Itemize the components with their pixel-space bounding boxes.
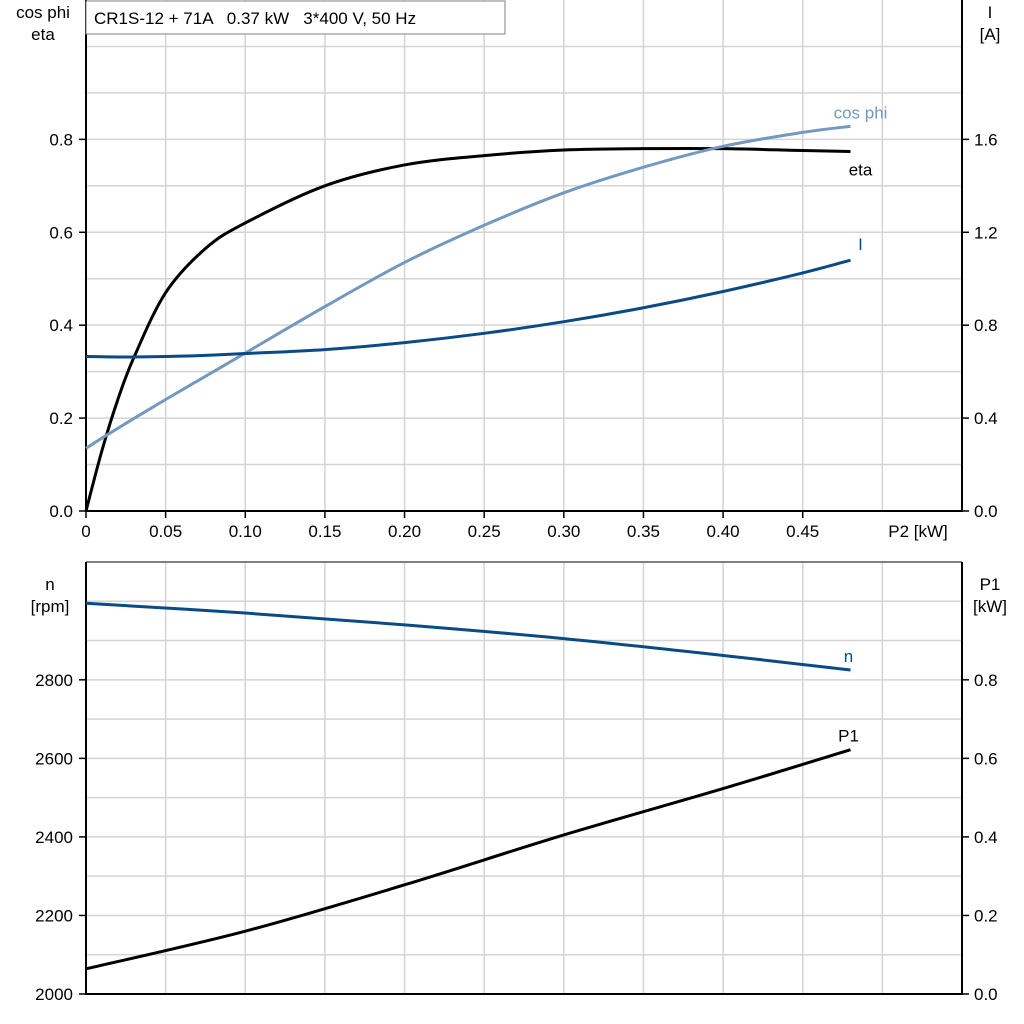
y-left-tick-label: 2000 (35, 985, 73, 1004)
y-left-axis-label: [rpm] (31, 597, 70, 616)
y-right-tick-label: 0.8 (974, 316, 998, 335)
y-right-axis-label: [A] (980, 25, 1001, 44)
series-label-cos-phi: cos phi (834, 103, 888, 122)
x-tick-label: 0.20 (388, 522, 421, 541)
y-right-tick-label: 0.2 (974, 906, 998, 925)
y-left-tick-label: 0.8 (49, 130, 73, 149)
y-left-axis-label: n (45, 575, 54, 594)
panel-1: 0.0 0.2 0.4 0.6 0.8 0.0 0.4 0.8 1.2 1.6 0 0.05 0.10 0… (16, 0, 1000, 541)
x-tick-label: 0.10 (229, 522, 262, 541)
series-line-n (85, 601, 851, 672)
y-left-tick-label: 0.0 (49, 502, 73, 521)
y-right-tick-label: 0.4 (974, 828, 998, 847)
y-left-axis-label: eta (31, 25, 55, 44)
x-tick-label: 0.35 (627, 522, 660, 541)
y-right-tick-label: 0.8 (974, 671, 998, 690)
y-right-tick-label: 1.2 (974, 223, 998, 242)
x-tick-label: 0.45 (786, 522, 819, 541)
chart-title: CR1S-12 + 71A 0.37 kW 3*400 V, 50 Hz (94, 9, 416, 28)
y-right-tick-label: 0.0 (974, 502, 998, 521)
y-left-tick-label: 2400 (35, 828, 73, 847)
x-tick-label: 0.25 (468, 522, 501, 541)
y-left-axis-label: cos phi (16, 3, 70, 22)
x-tick-label: 0 (81, 522, 90, 541)
y-right-tick-label: 1.6 (974, 130, 998, 149)
panel-2: 2000 2200 2400 2600 2800 0.0 0.2 0.4 0.6 0.8 n [rpm… (31, 561, 1007, 1004)
y-right-axis-label: [kW] (973, 597, 1007, 616)
x-tick-label: 0.40 (707, 522, 740, 541)
series-line-P1 (85, 748, 851, 971)
y-left-tick-label: 0.4 (49, 316, 73, 335)
y-right-tick-label: 0.4 (974, 409, 998, 428)
series-line-cos-phi (85, 124, 851, 450)
series-line-eta (84, 146, 851, 512)
y-right-tick-label: 0.6 (974, 749, 998, 768)
series-line-I (85, 258, 851, 359)
y-left-tick-label: 0.2 (49, 409, 73, 428)
y-left-tick-label: 0.6 (49, 223, 73, 242)
title-box: CR1S-12 + 71A 0.37 kW 3*400 V, 50 Hz (85, 0, 506, 35)
series-label-eta: eta (849, 160, 873, 179)
y-left-tick-label: 2200 (35, 906, 73, 925)
x-tick-label: 0.15 (308, 522, 341, 541)
y-left-tick-label: 2600 (35, 749, 73, 768)
x-axis-label: P2 [kW] (888, 522, 948, 541)
x-tick-label: 0.05 (149, 522, 182, 541)
series-label-P1: P1 (838, 727, 859, 746)
y-left-tick-label: 2800 (35, 671, 73, 690)
y-right-tick-label: 0.0 (974, 985, 998, 1004)
y-right-axis-label: I (988, 3, 993, 22)
x-tick-label: 0.30 (547, 522, 580, 541)
title-box-frame (85, 0, 506, 35)
series-label-I: I (858, 235, 863, 254)
series-label-n: n (844, 647, 853, 666)
y-right-axis-label: P1 (980, 575, 1001, 594)
